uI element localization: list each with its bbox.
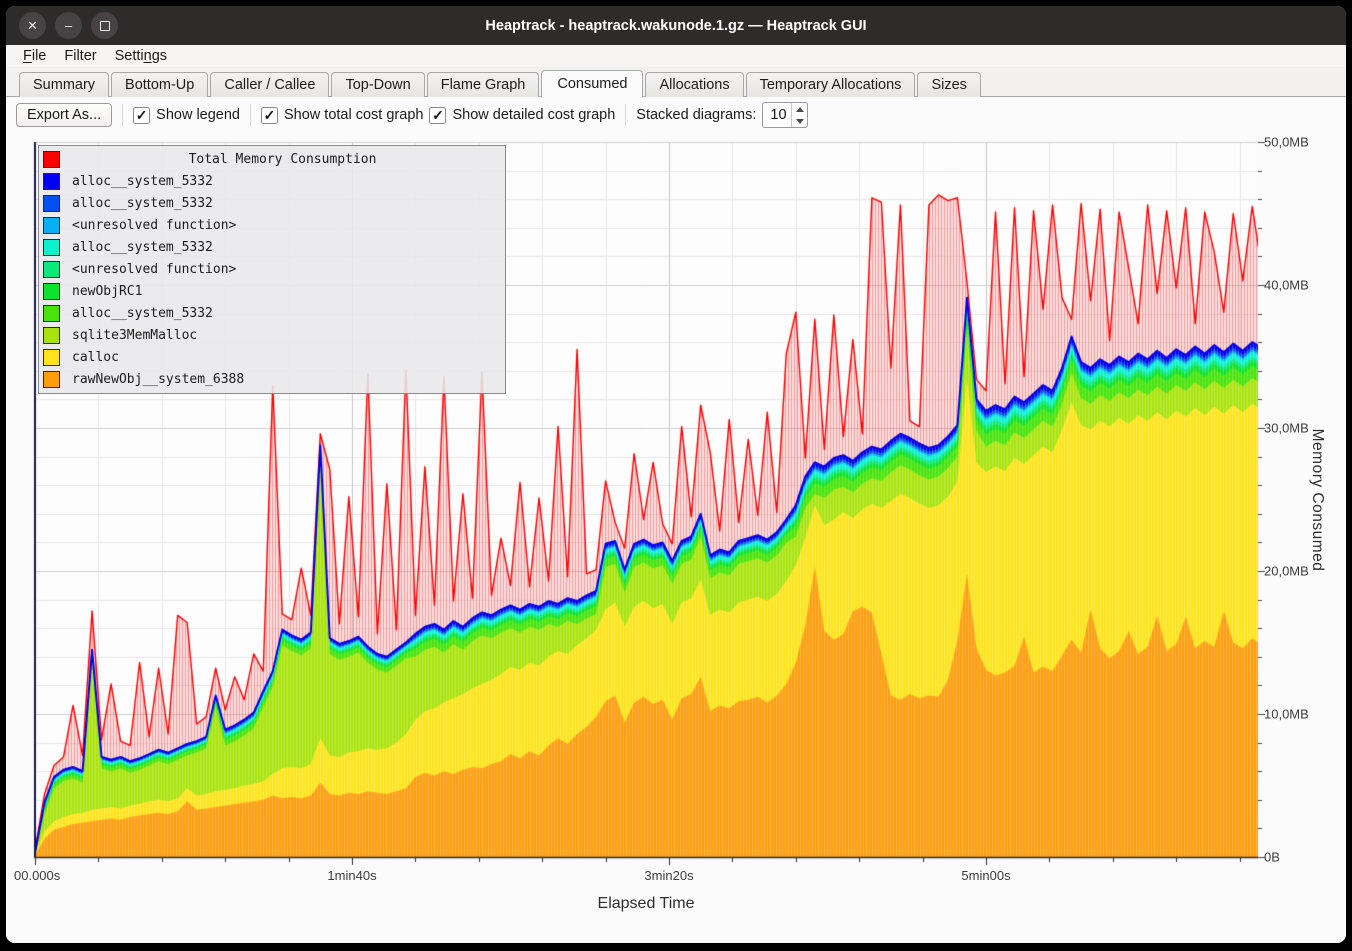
legend-swatch <box>43 282 60 300</box>
tab-temporary-allocations[interactable]: Temporary Allocations <box>745 72 916 97</box>
window-title: Heaptrack - heaptrack.wakunode.1.gz — He… <box>485 17 867 34</box>
legend-swatch <box>43 370 60 388</box>
toolbar: Export As... ✓ Show legend ✓ Show total … <box>6 97 1346 133</box>
spin-arrows <box>791 103 807 127</box>
tab-summary[interactable]: Summary <box>19 72 110 97</box>
x-tick-label: 00.000s <box>14 868 61 883</box>
tab-bottom-up[interactable]: Bottom-Up <box>111 72 209 97</box>
tab-consumed[interactable]: Consumed <box>541 70 644 98</box>
tab-caller-callee[interactable]: Caller / Callee <box>210 72 330 97</box>
y-tick-label: 0B <box>1264 849 1280 865</box>
legend-item: sqlite3MemMalloc <box>39 324 505 346</box>
legend-title-row: Total Memory Consumption <box>39 148 505 170</box>
show-total-cost-checkbox-group[interactable]: ✓ Show total cost graph <box>261 106 424 124</box>
legend-swatch <box>43 304 60 322</box>
x-tick-label: 5min00s <box>961 868 1011 883</box>
legend-swatch <box>43 238 60 256</box>
legend-item: newObjRC1 <box>39 280 505 302</box>
legend-item: rawNewObj__system_6388 <box>39 368 505 390</box>
consumed-chart-region: 50,0MB 40,0MB 30,0MB 20,0MB 10,0MB 0B 00… <box>6 133 1346 943</box>
show-total-cost-label: Show total cost graph <box>284 107 424 123</box>
spin-up-icon[interactable] <box>792 103 807 115</box>
show-detailed-cost-checkbox-group[interactable]: ✓ Show detailed cost graph <box>429 106 616 124</box>
toolbar-separator <box>122 104 124 126</box>
x-tick-label: 3min20s <box>644 868 694 883</box>
show-legend-checkbox[interactable]: ✓ <box>133 106 151 124</box>
y-tick-label: 40,0MB <box>1264 277 1309 293</box>
x-axis-title: Elapsed Time <box>597 895 695 912</box>
legend-item: alloc__system_5332 <box>39 192 505 214</box>
show-total-cost-checkbox[interactable]: ✓ <box>261 106 278 124</box>
menu-bar: File Filter Settings <box>6 45 1346 68</box>
y-axis-title: Memory Consumed <box>1309 428 1326 572</box>
export-as-button[interactable]: Export As... <box>16 103 113 127</box>
y-tick-label: 20,0MB <box>1264 563 1309 579</box>
y-tick-label: 50,0MB <box>1264 134 1309 150</box>
close-icon[interactable]: ✕ <box>19 12 46 39</box>
tab-sizes[interactable]: Sizes <box>917 72 981 97</box>
legend-item: alloc__system_5332 <box>39 236 505 258</box>
titlebar: ✕ – Heaptrack - heaptrack.wakunode.1.gz … <box>6 6 1346 45</box>
chart-legend: Total Memory Consumption alloc__system_5… <box>38 145 506 394</box>
toolbar-separator <box>250 104 251 126</box>
menu-settings[interactable]: Settings <box>114 48 168 64</box>
stacked-diagrams-label: Stacked diagrams: <box>636 107 757 123</box>
minimize-glyph: – <box>64 18 73 33</box>
legend-item: <unresolved function> <box>39 258 505 280</box>
maximize-icon[interactable] <box>91 12 118 39</box>
tab-allocations[interactable]: Allocations <box>645 72 744 97</box>
tab-top-down[interactable]: Top-Down <box>331 72 425 97</box>
legend-swatch <box>43 348 60 366</box>
x-tick-label: 1min40s <box>327 868 377 883</box>
show-detailed-cost-label: Show detailed cost graph <box>452 107 616 123</box>
menu-file[interactable]: File <box>23 48 47 64</box>
stacked-diagrams-spinbox[interactable]: 10 <box>762 102 809 128</box>
tab-bar: Summary Bottom-Up Caller / Callee Top-Do… <box>6 68 1346 98</box>
legend-item: <unresolved function> <box>39 214 505 236</box>
stacked-diagrams-group: Stacked diagrams: 10 <box>636 102 809 128</box>
y-tick-label: 10,0MB <box>1264 706 1309 722</box>
tab-flame-graph[interactable]: Flame Graph <box>426 72 540 97</box>
legend-title: Total Memory Consumption <box>188 151 377 167</box>
show-legend-checkbox-group[interactable]: ✓ Show legend <box>133 106 240 124</box>
toolbar-separator <box>625 104 627 126</box>
show-legend-label: Show legend <box>156 107 240 123</box>
y-tick-label: 30,0MB <box>1264 420 1309 436</box>
spin-down-icon[interactable] <box>792 115 807 127</box>
show-detailed-cost-checkbox[interactable]: ✓ <box>429 106 447 124</box>
legend-swatch-total <box>43 150 60 168</box>
legend-swatch <box>43 172 60 190</box>
legend-swatch <box>43 194 60 212</box>
heaptrack-window: ✕ – Heaptrack - heaptrack.wakunode.1.gz … <box>6 6 1346 943</box>
legend-item: alloc__system_5332 <box>39 302 505 324</box>
close-glyph: ✕ <box>27 17 38 33</box>
legend-swatch <box>43 260 60 278</box>
legend-swatch <box>43 216 60 234</box>
legend-item: calloc <box>39 346 505 368</box>
legend-item: alloc__system_5332 <box>39 170 505 192</box>
minimize-icon[interactable]: – <box>55 12 82 39</box>
legend-swatch <box>43 326 60 344</box>
maximize-glyph <box>99 20 110 31</box>
menu-filter[interactable]: Filter <box>64 48 97 64</box>
stacked-diagrams-value[interactable]: 10 <box>770 107 787 123</box>
